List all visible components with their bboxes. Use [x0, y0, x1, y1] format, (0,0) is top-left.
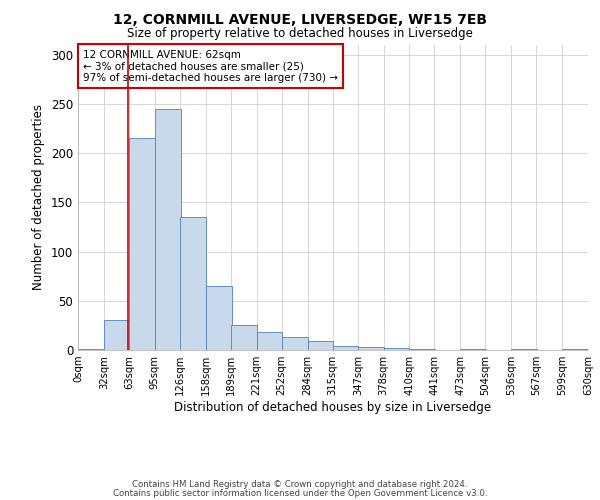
- Bar: [206, 286, 232, 350]
- Bar: [511, 349, 537, 350]
- Text: Size of property relative to detached houses in Liversedge: Size of property relative to detached ho…: [127, 28, 473, 40]
- Bar: [129, 138, 155, 350]
- Bar: [460, 349, 486, 350]
- Bar: [231, 326, 257, 350]
- Bar: [281, 337, 308, 350]
- Text: 12 CORNMILL AVENUE: 62sqm
← 3% of detached houses are smaller (25)
97% of semi-d: 12 CORNMILL AVENUE: 62sqm ← 3% of detach…: [83, 50, 338, 83]
- Text: Contains public sector information licensed under the Open Government Licence v3: Contains public sector information licen…: [113, 488, 487, 498]
- Bar: [562, 349, 588, 350]
- Bar: [78, 349, 104, 350]
- Bar: [257, 332, 283, 350]
- X-axis label: Distribution of detached houses by size in Liversedge: Distribution of detached houses by size …: [175, 401, 491, 414]
- Bar: [332, 346, 358, 350]
- Bar: [308, 341, 334, 350]
- Text: 12, CORNMILL AVENUE, LIVERSEDGE, WF15 7EB: 12, CORNMILL AVENUE, LIVERSEDGE, WF15 7E…: [113, 12, 487, 26]
- Bar: [358, 347, 385, 350]
- Bar: [180, 217, 206, 350]
- Bar: [155, 109, 181, 350]
- Y-axis label: Number of detached properties: Number of detached properties: [32, 104, 46, 290]
- Bar: [409, 349, 435, 350]
- Bar: [104, 320, 130, 350]
- Bar: [383, 348, 409, 350]
- Text: Contains HM Land Registry data © Crown copyright and database right 2024.: Contains HM Land Registry data © Crown c…: [132, 480, 468, 489]
